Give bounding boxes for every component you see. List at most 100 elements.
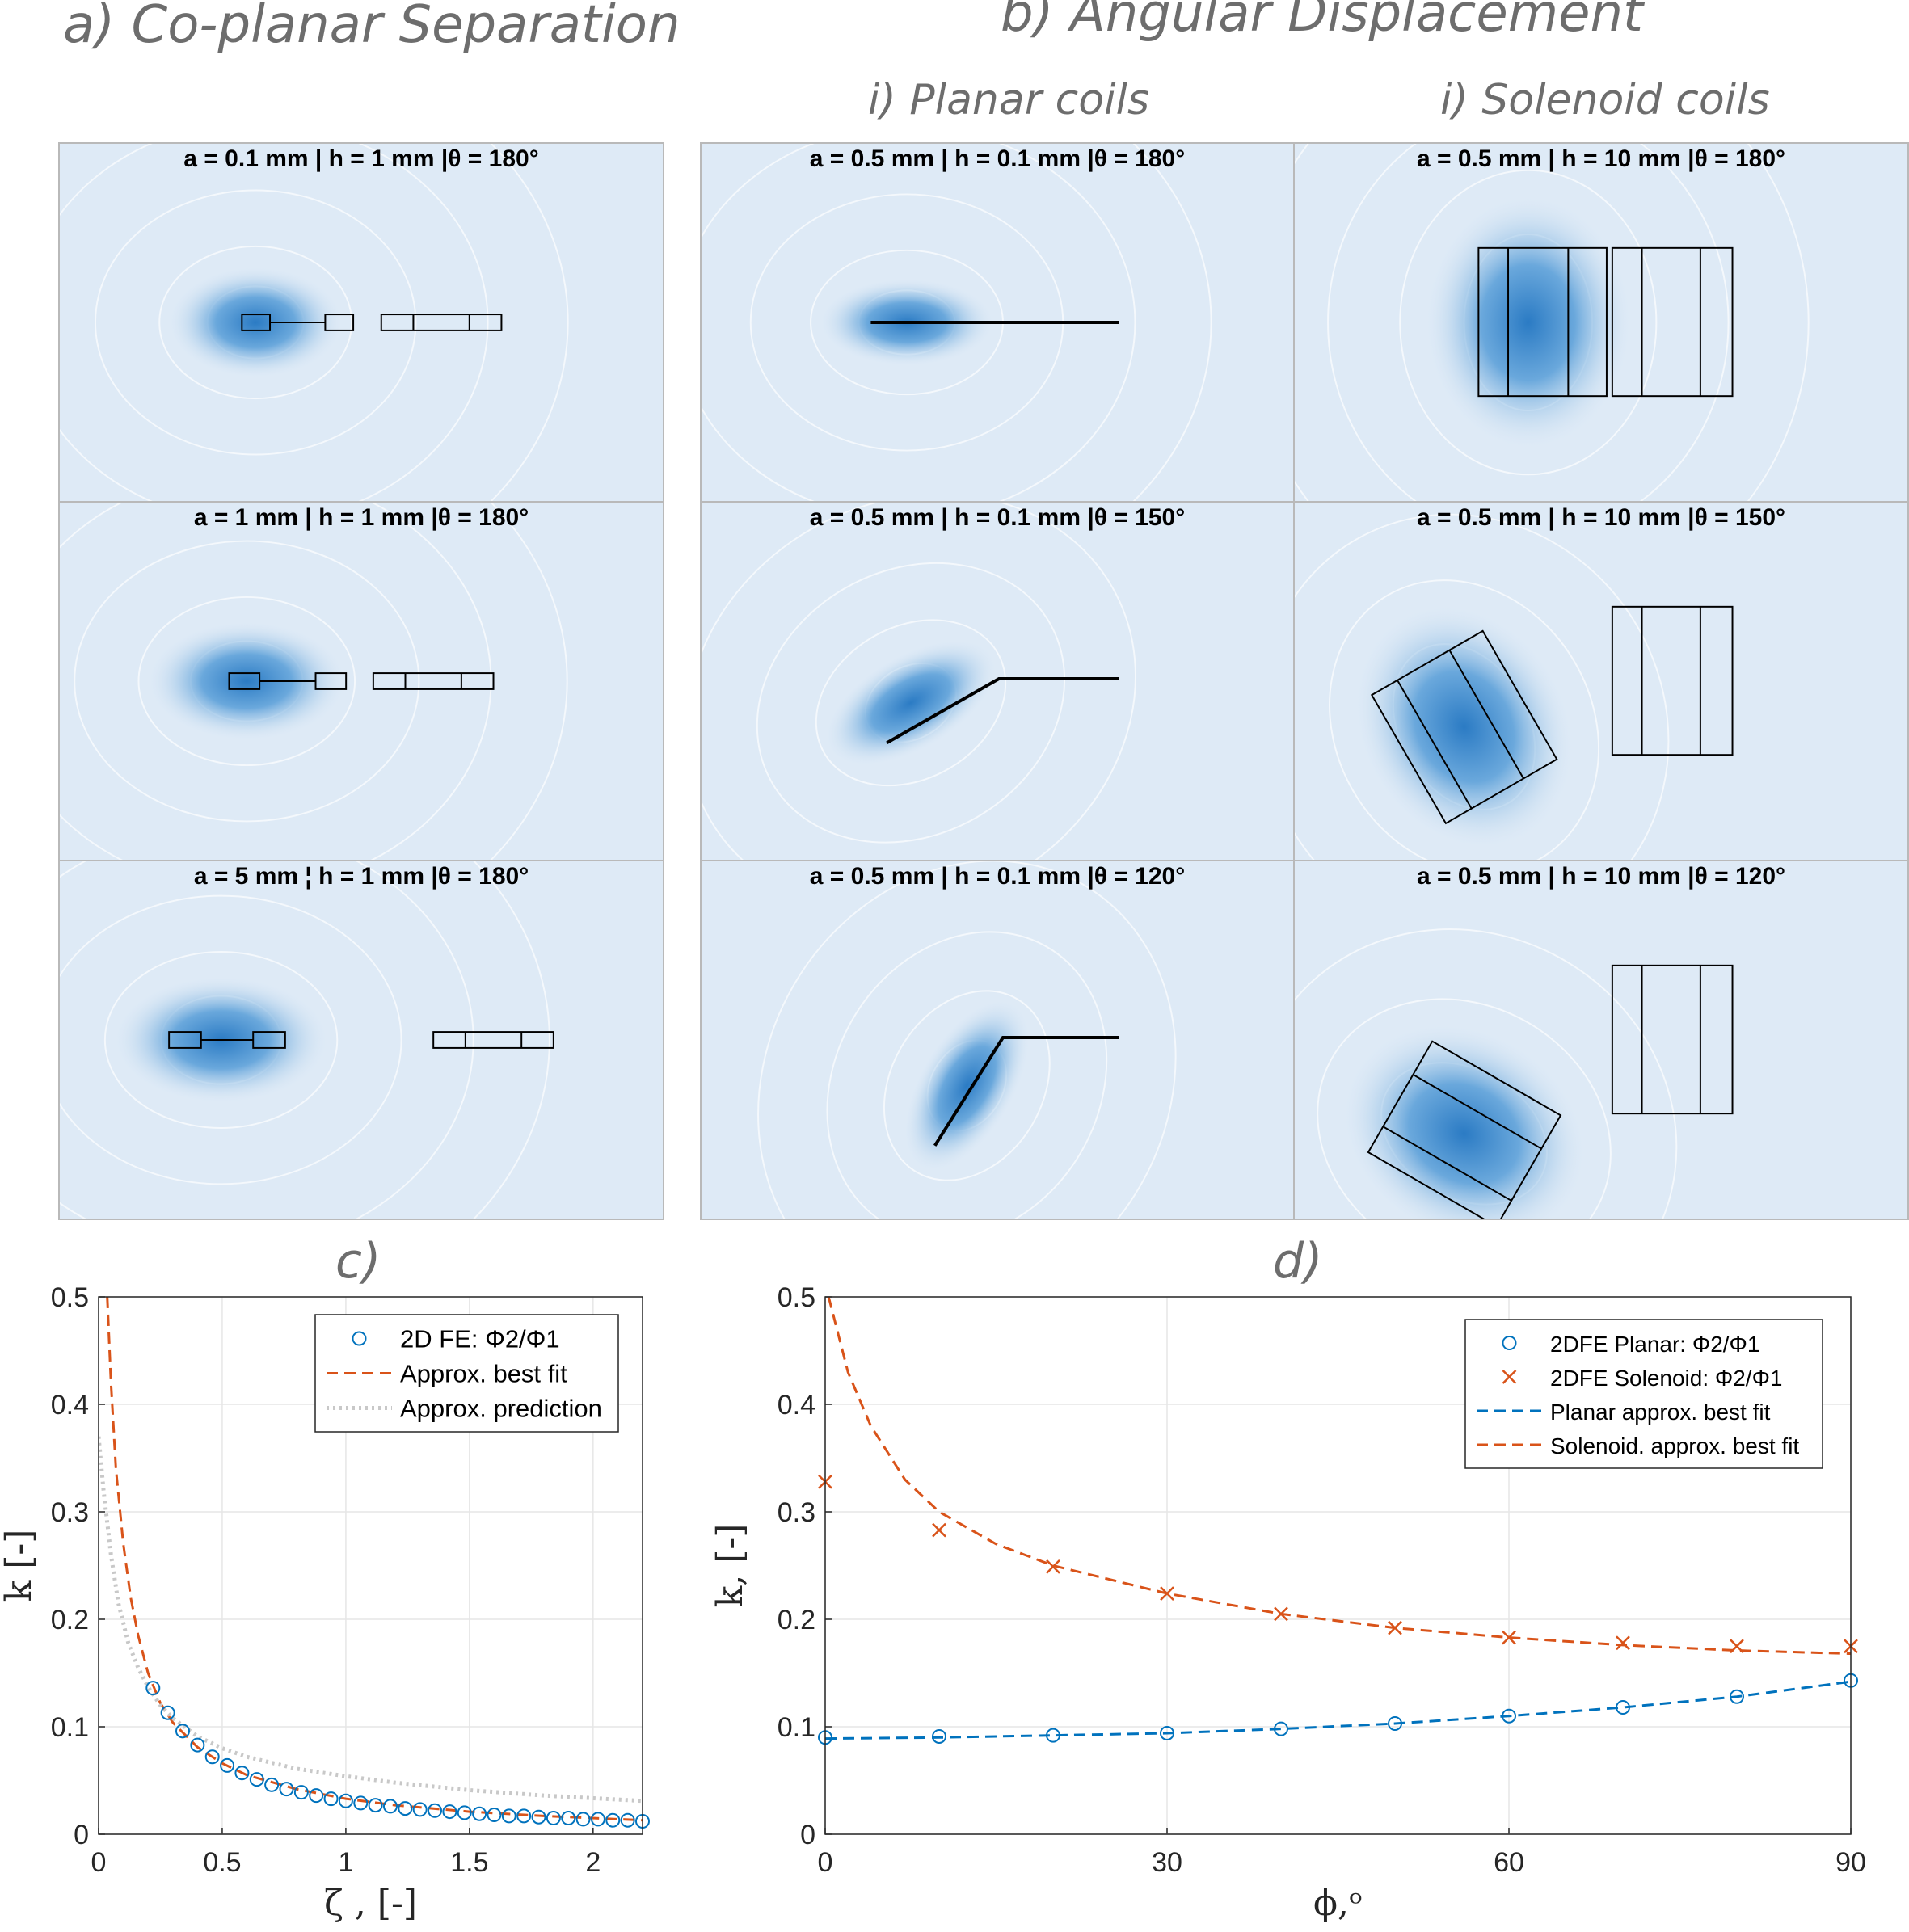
series-0-point	[932, 1728, 946, 1744]
series-0-point	[546, 1811, 561, 1826]
series-0-point	[175, 1724, 191, 1739]
y-axis-label: k, [-]	[710, 1524, 751, 1608]
series-0-point	[204, 1749, 220, 1765]
series-0-point	[501, 1808, 516, 1824]
field-map-s1	[1295, 144, 1810, 501]
series-group	[825, 1297, 1851, 1740]
series-0-point	[160, 1705, 175, 1720]
y-tick-label: 0.5	[778, 1282, 815, 1313]
series-0-point	[264, 1777, 280, 1792]
y-tick-label: 0.3	[778, 1497, 815, 1528]
series-2-line	[99, 1436, 643, 1804]
field-panel-a2: a = 1 mm | h = 1 mm |θ = 180°	[58, 501, 664, 861]
series-0-point	[382, 1799, 398, 1814]
y-tick-label: 0.4	[778, 1390, 815, 1421]
field-panel-p2: a = 0.5 mm | h = 0.1 mm |θ = 150°	[700, 501, 1295, 861]
panel-label-p1: a = 0.5 mm | h = 0.1 mm |θ = 180°	[809, 145, 1186, 172]
section-b-heading: b) Angular Displacement	[1001, 0, 1644, 44]
series-0-point	[516, 1808, 532, 1824]
legend-label-0: 2D FE: Φ2/Φ1	[400, 1325, 560, 1353]
plot-frame	[824, 1296, 1852, 1835]
series-3-line	[827, 1297, 1851, 1656]
field-panel-a1: a = 0.1 mm | h = 1 mm |θ = 180°	[58, 142, 664, 503]
panel-label-s3: a = 0.5 mm | h = 10 mm |θ = 120°	[1416, 863, 1786, 890]
section-a-heading: a) Co-planar Separation	[63, 0, 681, 55]
series-0-point	[220, 1757, 235, 1773]
x-tick-label: 2	[585, 1847, 601, 1878]
y-axis-label: k [-]	[0, 1530, 40, 1602]
field-map-s3	[1295, 928, 1734, 1219]
panel-label-a2: a = 1 mm | h = 1 mm |θ = 180°	[193, 504, 529, 531]
field-map-a1	[60, 144, 569, 501]
field-panel-p1: a = 0.5 mm | h = 0.1 mm |θ = 180°	[700, 142, 1295, 503]
series-0-point	[190, 1737, 205, 1753]
series-0-point	[531, 1809, 546, 1825]
legend-label-1: Approx. best fit	[400, 1360, 567, 1388]
series-0-point	[561, 1811, 576, 1826]
panel-label-a1: a = 0.1 mm | h = 1 mm |θ = 180°	[183, 145, 539, 172]
x-tick-label: 30	[1152, 1847, 1182, 1878]
legend-label-3: Solenoid. approx. best fit	[1550, 1433, 1799, 1458]
field-map-p3	[757, 861, 1177, 1219]
series-1-point	[1502, 1630, 1516, 1645]
series-0-point	[487, 1808, 502, 1823]
chart-c: 0 0.5 1 1.5 2 0 0.1 0.2 0.3 0.4 0.5 ζ , [-] k [-] 2D …	[0, 1282, 650, 1924]
field-panel-p3: a = 0.5 mm | h = 0.1 mm |θ = 120°	[700, 860, 1295, 1220]
panel-label-s2: a = 0.5 mm | h = 10 mm |θ = 150°	[1416, 504, 1786, 531]
y-tick-label: 0.3	[51, 1497, 89, 1528]
panel-label-p2: a = 0.5 mm | h = 0.1 mm |θ = 150°	[809, 504, 1186, 531]
series-0-point	[398, 1801, 413, 1816]
y-tick-label: 0.2	[51, 1605, 89, 1635]
field-map-p2	[702, 503, 1136, 860]
series-0-point	[457, 1805, 472, 1820]
legend-box	[1464, 1319, 1823, 1469]
y-tick-label: 0.1	[778, 1712, 815, 1743]
x-tick-label: 60	[1494, 1847, 1524, 1878]
legend-label-0: 2DFE Planar: Φ2/Φ1	[1550, 1332, 1759, 1357]
plot-frame	[98, 1296, 643, 1835]
series-0-point	[1274, 1721, 1288, 1736]
x-axis-label: ζ , [-]	[324, 1883, 417, 1924]
series-0-point	[353, 1795, 369, 1811]
y-tick-label: 0.1	[51, 1712, 89, 1743]
series-0-point	[428, 1803, 443, 1818]
field-panel-s2: a = 0.5 mm | h = 10 mm |θ = 150°	[1293, 501, 1909, 861]
field-map-a2	[60, 503, 568, 860]
series-0-point	[234, 1766, 250, 1781]
x-tick-label: 0	[91, 1847, 107, 1878]
field-map-a3	[60, 861, 554, 1219]
legend-label-1: 2DFE Solenoid: Φ2/Φ1	[1550, 1366, 1783, 1391]
legend-swatch-1	[1502, 1370, 1517, 1384]
panel-label-s1: a = 0.5 mm | h = 10 mm |θ = 180°	[1416, 145, 1786, 172]
panel-label-p3: a = 0.5 mm | h = 0.1 mm |θ = 120°	[809, 863, 1186, 890]
series-0-point	[323, 1791, 339, 1807]
y-tick-label: 0.2	[778, 1605, 815, 1635]
series-0-point	[472, 1806, 487, 1821]
section-b-planar-heading: i) Planar coils	[868, 76, 1150, 124]
x-tick-label: 0.5	[203, 1847, 241, 1878]
x-tick-label: 1.5	[450, 1847, 488, 1878]
series-0-point	[590, 1812, 605, 1827]
legend-swatch-0	[1502, 1336, 1517, 1350]
series-1-line	[106, 1297, 643, 1822]
x-tick-label: 1	[338, 1847, 353, 1878]
series-1-point	[1616, 1635, 1630, 1651]
series-0-point	[1160, 1725, 1174, 1740]
y-tick-label: 0.5	[51, 1282, 89, 1313]
x-tick-label: 0	[818, 1847, 833, 1878]
series-0-point	[1730, 1689, 1744, 1704]
series-0-point	[1046, 1728, 1060, 1743]
series-0-point	[145, 1681, 161, 1696]
series-0-point	[368, 1798, 383, 1813]
series-0-point	[279, 1782, 294, 1797]
series-0-point	[249, 1772, 264, 1787]
field-panel-a3: a = 5 mm ¦ h = 1 mm |θ = 180°	[58, 860, 664, 1220]
series-1-point	[932, 1522, 946, 1538]
legend-label-2: Approx. prediction	[400, 1395, 602, 1423]
chart-d: 0 30 60 90 0 0.1 0.2 0.3 0.4 0.5 ϕ,ᵒ k, [-] 2DFE Pla…	[710, 1282, 1866, 1924]
field-panel-s1: a = 0.5 mm | h = 10 mm |θ = 180°	[1293, 142, 1909, 503]
legend-swatch-0	[352, 1331, 367, 1346]
y-tick-label: 0	[800, 1820, 815, 1850]
section-b-solenoid-heading: i) Solenoid coils	[1440, 76, 1770, 124]
series-2-line	[825, 1680, 1851, 1740]
